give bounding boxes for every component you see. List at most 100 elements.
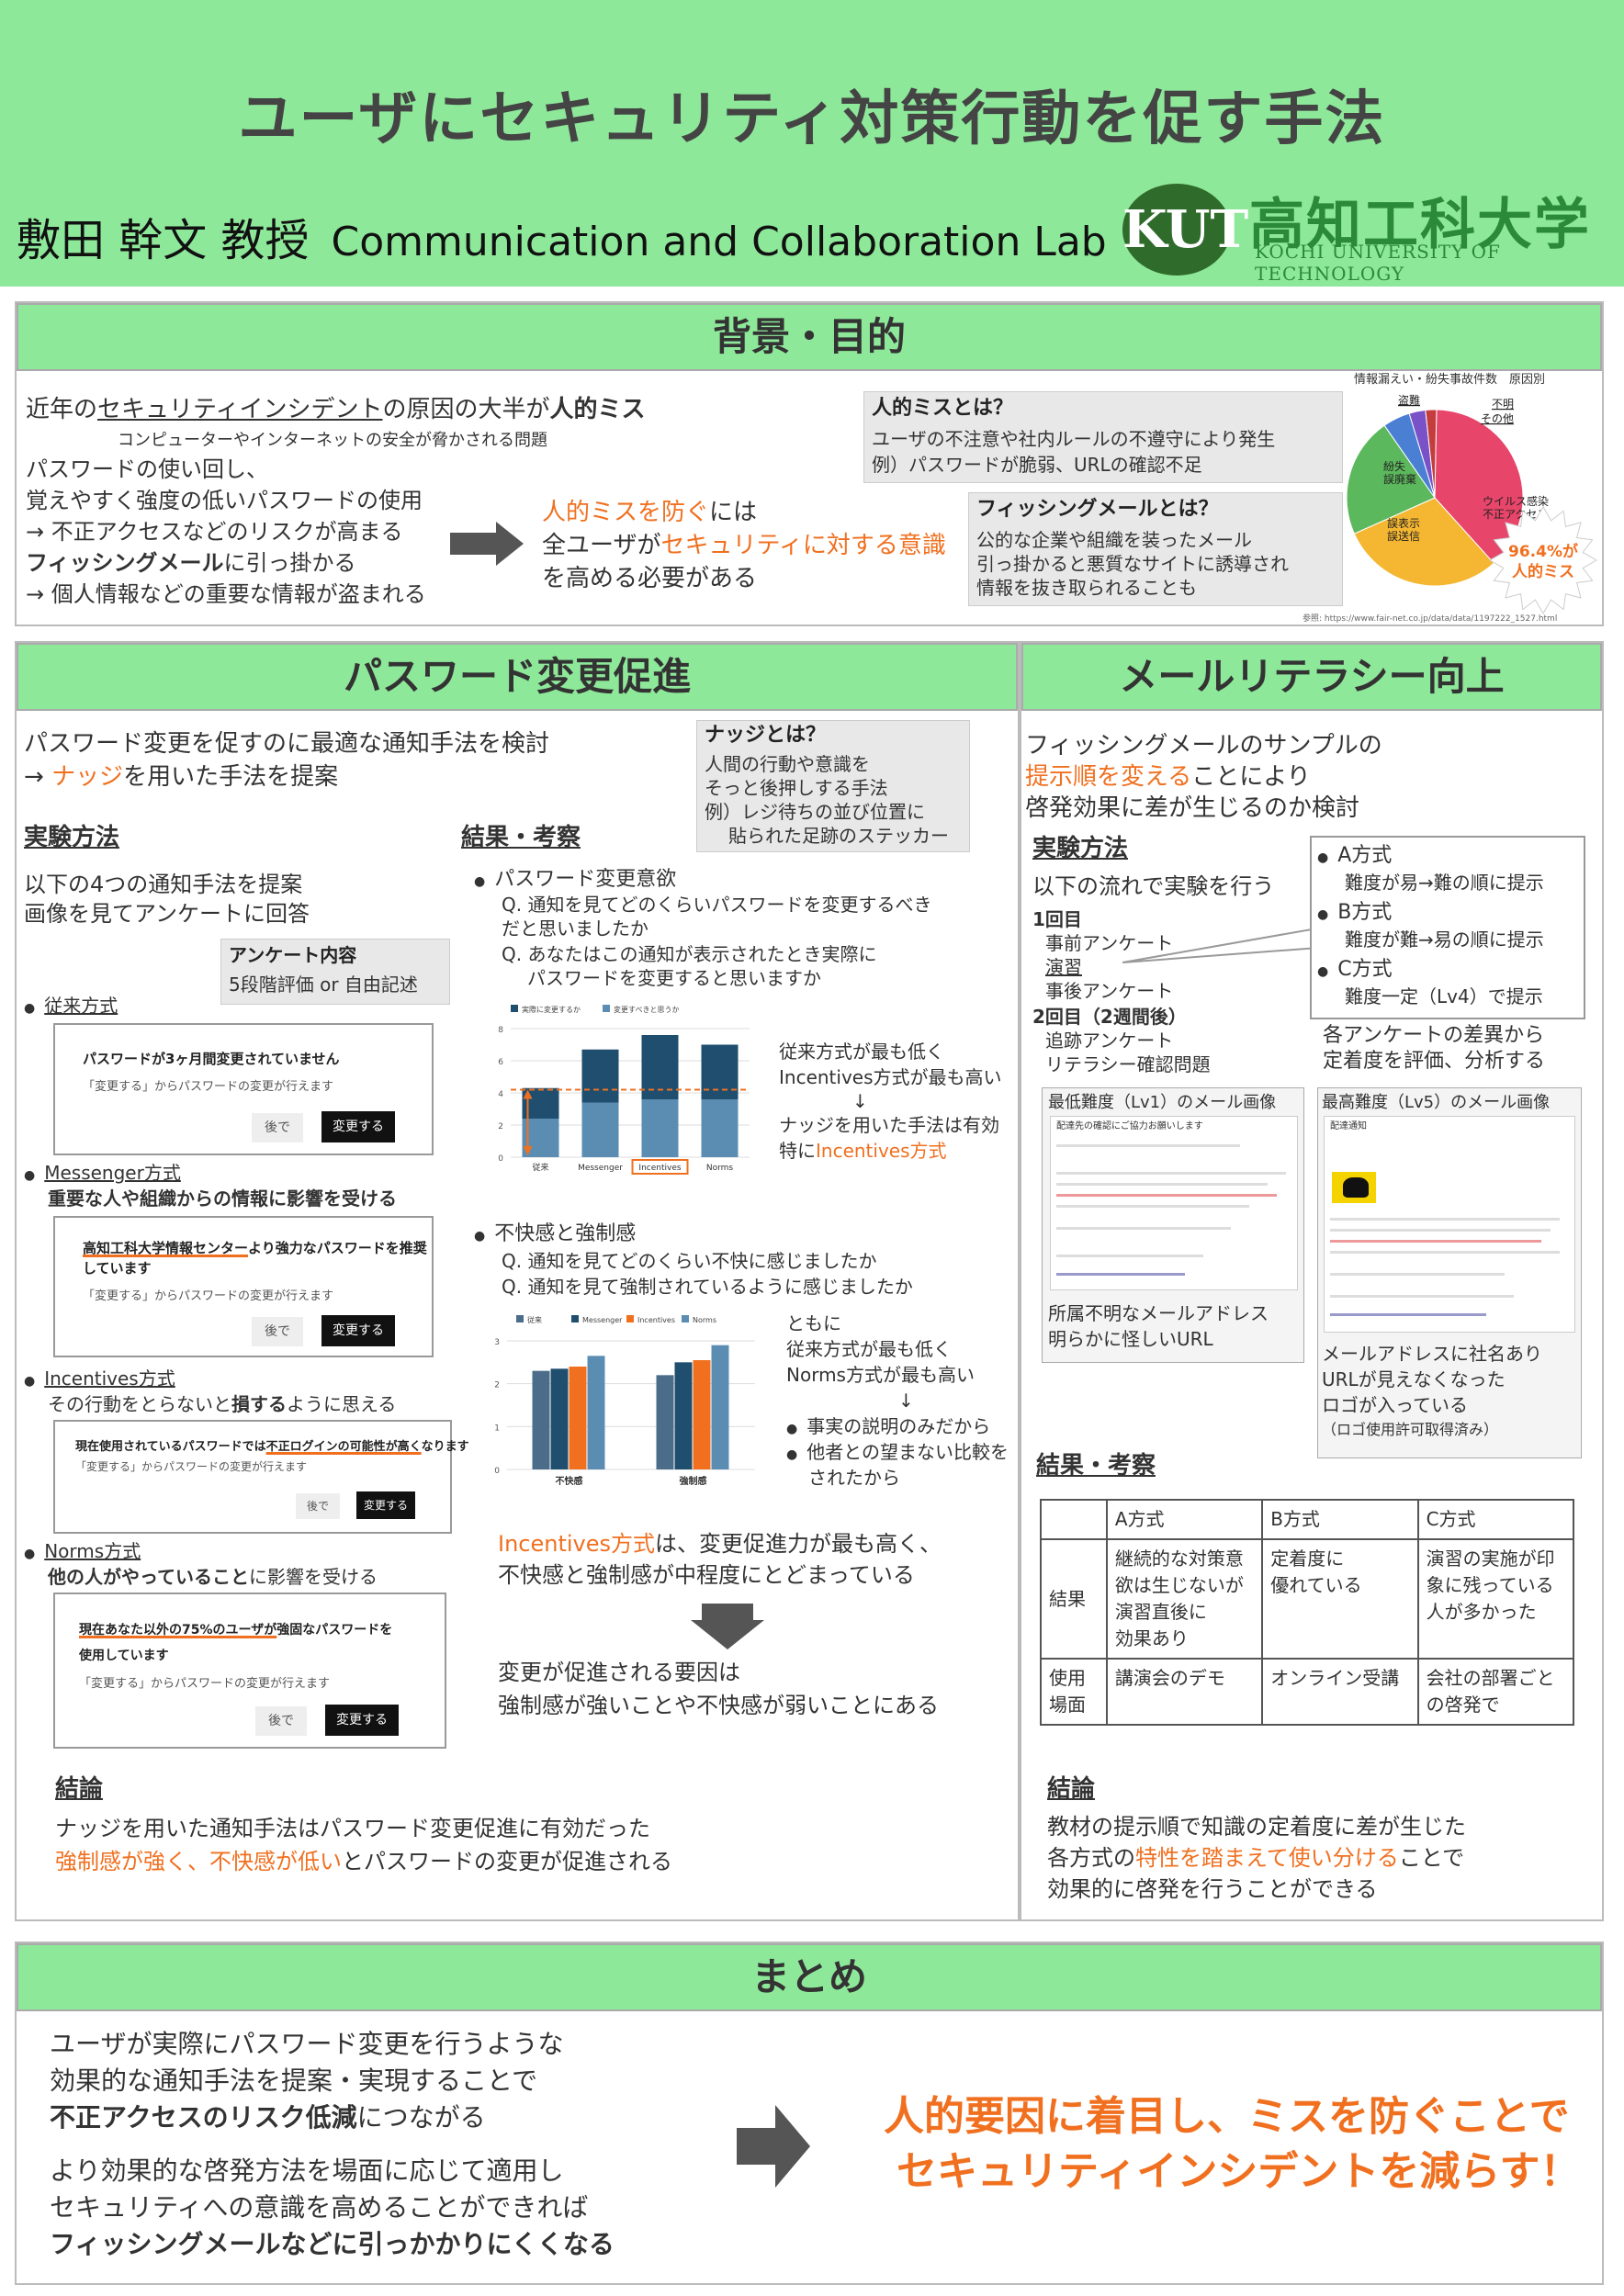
summary-l6: フィッシングメールなどに引っかかりにくくなる — [50, 2229, 615, 2259]
change-button[interactable]: 変更する — [325, 1705, 399, 1736]
lv5-subject: 配達通知 — [1330, 1121, 1367, 1131]
lv1-subject: 配達先の確認にご協力お願いします — [1056, 1121, 1203, 1131]
m2-sub: 「変更する」からパスワードの変更が行えます — [83, 1289, 334, 1303]
pie-slice — [1353, 497, 1495, 587]
highlight-box — [631, 1159, 689, 1175]
later-button[interactable]: 後で — [252, 1113, 303, 1142]
m4-message: 現在あなた以外の75%のユーザが強固なパスワードを — [79, 1623, 393, 1638]
c2-note2: 従来方式が最も低く — [786, 1338, 952, 1360]
mail-r1-b: 演習 — [1045, 956, 1082, 978]
later-button[interactable]: 後で — [296, 1493, 340, 1519]
bg-line1: 近年のセキュリティインシデントの原因の大半が人的ミス — [26, 396, 646, 423]
human-error-l1: ユーザの不注意や社内ルールの不遵守により発生 — [872, 428, 1276, 450]
c2-note7: されたから — [808, 1467, 900, 1489]
change-button[interactable]: 変更する — [321, 1315, 395, 1346]
summary-l4: より効果的な啓発方法を場面に応じて適用し — [50, 2155, 564, 2186]
background-panel: 背景・目的 近年のセキュリティインシデントの原因の大半が人的ミス コンピューター… — [15, 301, 1604, 626]
bg-mid1: 人的ミスを防ぐには — [542, 499, 758, 526]
bg-mid2: 全ユーザがセキュリティに対する意識 — [542, 532, 946, 559]
change-button[interactable]: 変更する — [356, 1491, 415, 1519]
pie-label: 不明 — [1492, 398, 1514, 411]
c2-note6: 他者との望まない比較を — [786, 1440, 1009, 1464]
mail-conclusion-heading: 結論 — [1047, 1775, 1096, 1803]
phishing-box: フィッシングメールとは？ 公的な企業や組織を装ったメール 引っ掛かると悪質なサイ… — [968, 492, 1343, 606]
m3-notification-mockup: 現在使用されているパスワードでは不正ログインの可能性が高くなります 「変更する」… — [53, 1420, 469, 1534]
pw-method-l2: 画像を見てアンケートに回答 — [24, 901, 310, 927]
summary-l2: 効果的な通知手法を提案・実現することで — [50, 2065, 538, 2096]
table-row: A方式 B方式 C方式 — [1040, 1499, 1575, 1540]
mail-heading: メールリテラシー向上 — [1021, 643, 1602, 711]
pw-intro2: → ナッジを用いた手法を提案 — [24, 763, 339, 791]
university-name-jp: 高知工科大学 — [1249, 193, 1591, 257]
y-tick-label: 2 — [498, 1122, 503, 1131]
x-tick-label: 不快感 — [556, 1475, 583, 1487]
mail-r1-a: 事前アンケート — [1045, 932, 1174, 954]
mail-method-heading: 実験方法 — [1032, 835, 1129, 862]
background-heading: 背景・目的 — [17, 303, 1602, 371]
password-heading: パスワード変更促進 — [17, 643, 1018, 711]
pw-conclusion2: 強制感が強く、不快感が低いとパスワードの変更が促進される — [55, 1849, 672, 1874]
m1-message: パスワードが3ヶ月間変更されていません — [83, 1051, 340, 1067]
mail-method-l1: 以下の流れで実験を行う — [1032, 873, 1275, 899]
m2-notification-mockup: 高知工科大学情報センターより強力なパスワードを推奨 しています 「変更する」から… — [53, 1216, 434, 1357]
legend-swatch — [571, 1315, 579, 1322]
y-tick-label: 0 — [498, 1154, 503, 1164]
legend-label: Incentives — [637, 1316, 675, 1324]
burst-label: 96.4%が — [1508, 542, 1578, 561]
author-name: 敷田 幹文 教授 — [17, 215, 310, 266]
summary-panel: まとめ ユーザが実際にパスワード変更を行うような 効果的な通知手法を提案・実現す… — [15, 1941, 1604, 2285]
pie-label: 誤表示 — [1387, 516, 1420, 530]
bar — [674, 1362, 693, 1469]
bg-line4: → 不正アクセスなどのリスクが高まる — [26, 519, 403, 545]
c2-note4: ↓ — [898, 1390, 914, 1412]
bg-line2: パスワードの使い回し、 — [26, 456, 268, 482]
m2-desc: 重要な人や組織からの情報に影響を受ける — [48, 1187, 397, 1210]
table-cell: 演習の実施が印 象に残っている 人が多かった — [1416, 1538, 1575, 1660]
poster-title: ユーザにセキュリティ対策行動を促す手法 — [238, 85, 1386, 153]
pw-intro1: パスワード変更を促すのに最適な通知手法を検討 — [24, 730, 550, 758]
m3-sub: 「変更する」からパスワードの変更が行えます — [75, 1460, 308, 1473]
bg-line5: フィッシングメールに引っ掛かる — [26, 550, 356, 576]
c2-note3: Norms方式が最も高い — [786, 1364, 975, 1386]
table-cell — [1040, 1499, 1108, 1540]
password-panel: パスワード変更促進 パスワード変更を促すのに最適な通知手法を検討 → ナッジを用… — [15, 641, 1020, 1921]
pw-summary1: Incentives方式は、変更促進力が最も高く、 — [498, 1531, 942, 1557]
legend-swatch — [511, 1005, 518, 1012]
phishing-l1: 公的な企業や組織を装ったメール — [976, 529, 1252, 551]
survey-title: アンケート内容 — [229, 944, 357, 966]
methods-callout: A方式 難度が易→難の順に提示 B方式 難度が難→易の順に提示 C方式 難度一定… — [1310, 836, 1585, 1019]
arrow-right-icon — [450, 522, 524, 566]
table-cell: オンライン受講 — [1261, 1658, 1419, 1726]
y-tick-label: 6 — [498, 1058, 503, 1067]
method-a-desc: 難度が易→難の順に提示 — [1345, 872, 1544, 894]
m4-message-2: 使用しています — [79, 1649, 169, 1663]
mail-result-heading: 結果・考察 — [1036, 1452, 1156, 1480]
q1-l3: Q. あなたはこの通知が表示されたとき実際に — [502, 943, 877, 965]
change-button[interactable]: 変更する — [321, 1111, 395, 1142]
bar — [532, 1370, 550, 1469]
method-b-name: B方式 — [1317, 900, 1392, 927]
later-button[interactable]: 後で — [252, 1317, 303, 1346]
lv5-cap3: ロゴが入っている — [1322, 1394, 1468, 1416]
later-button[interactable]: 後で — [255, 1706, 307, 1736]
c2-note1: ともに — [786, 1312, 841, 1334]
nudge-l4: 貼られた足跡のステッカー — [728, 825, 949, 847]
arrow-down-icon — [691, 1604, 764, 1649]
lab-name: Communication and Collaboration Lab — [331, 219, 1107, 265]
m3-message: 現在使用されているパスワードでは不正ログインの可能性が高くなります — [75, 1440, 469, 1454]
table-row: 結果 継続的な対策意 欲は生じないが 演習直後に 効果あり 定着度に 優れている… — [1040, 1538, 1575, 1660]
pw-conclusion-heading: 結論 — [55, 1775, 104, 1803]
nudge-l3: 例）レジ待ちの並び位置に — [705, 801, 925, 823]
mail-conclusion3: 効果的に啓発を行うことができる — [1047, 1876, 1378, 1902]
lv1-email-sample: 最低難度（Lv1）のメール画像 配達先の確認にご協力お願いします 所属不明なメー… — [1042, 1087, 1304, 1363]
m4-notification-mockup: 現在あなた以外の75%のユーザが強固なパスワードを 使用しています 「変更する」… — [53, 1593, 446, 1749]
legend-swatch — [682, 1315, 689, 1322]
nudge-l1: 人間の行動や意識を — [705, 753, 870, 775]
human-error-box: 人的ミスとは？ ユーザの不注意や社内ルールの不遵守により発生 例）パスワードが脆… — [863, 391, 1343, 483]
method-c-name: C方式 — [1317, 957, 1392, 984]
q1-title: パスワード変更意欲 — [474, 867, 676, 894]
mail-result-table: A方式 B方式 C方式 結果 継続的な対策意 欲は生じないが 演習直後に 効果あ… — [1040, 1499, 1575, 1726]
cat-icon — [1343, 1177, 1369, 1198]
lv5-cap2: URLが見えなくなった — [1322, 1368, 1506, 1390]
